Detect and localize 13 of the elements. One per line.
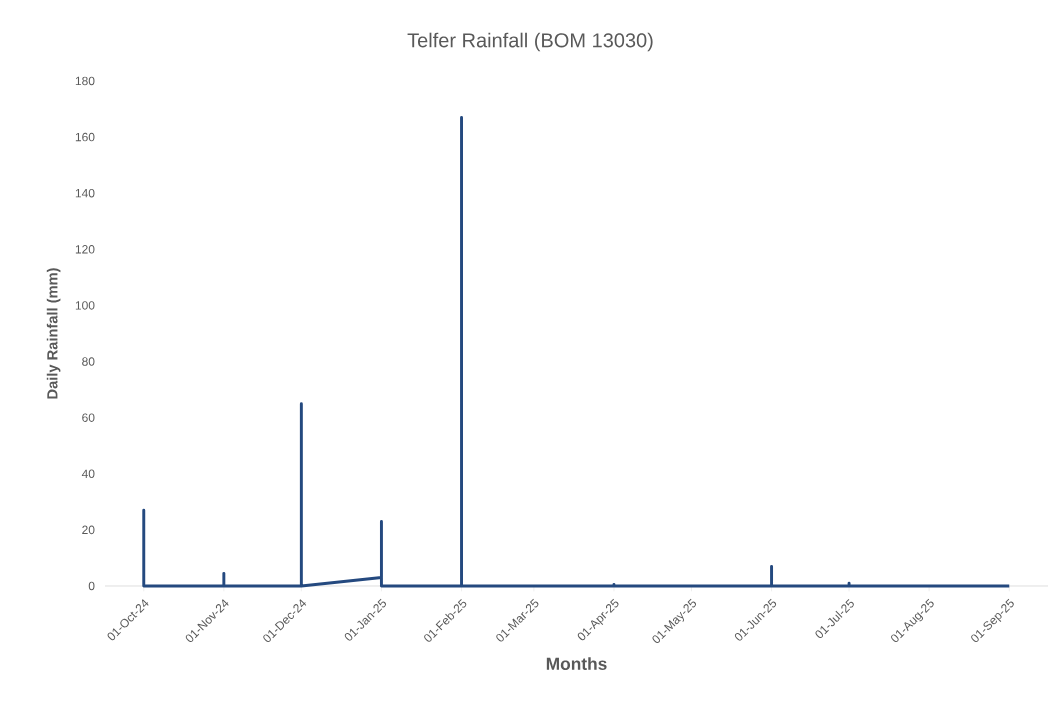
y-axis-title: Daily Rainfall (mm) [46,268,61,399]
y-tick-label: 140 [75,188,95,198]
chart-title: Telfer Rainfall (BOM 13030) [407,32,653,52]
y-tick-label: 60 [82,413,95,422]
y-tick-label: 20 [82,525,95,535]
x-axis-title: Months [546,657,607,670]
y-tick-label: 160 [75,132,95,142]
y-tick-label: 80 [82,357,95,366]
y-tick-label: 120 [75,245,95,254]
y-tick-label: 40 [81,469,95,479]
y-tick-label: 180 [75,76,95,86]
y-tick-label: 100 [75,301,95,310]
y-tick-label: 0 [88,581,95,591]
